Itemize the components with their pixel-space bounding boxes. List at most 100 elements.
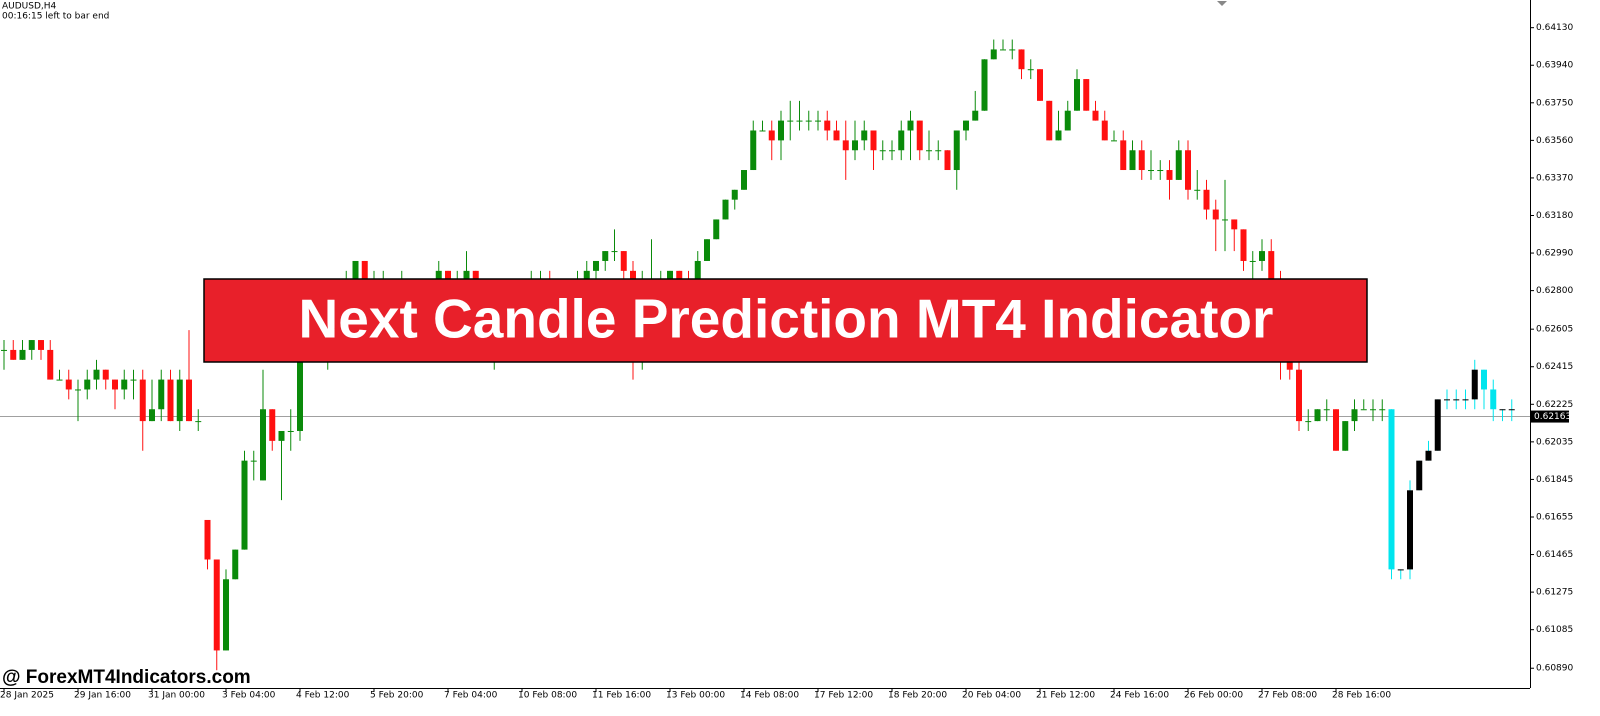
- candle-body: [204, 519, 211, 560]
- x-tick-label: 28 Feb 16:00: [1332, 691, 1391, 701]
- candle-body: [870, 130, 877, 151]
- x-tick-label: 13 Feb 00:00: [666, 691, 725, 701]
- y-tick-label: 0.62605: [1536, 325, 1573, 335]
- prediction-candle-body: [1444, 399, 1450, 401]
- y-tick-label: 0.61085: [1536, 625, 1573, 635]
- x-tick-label: 7 Feb 04:00: [444, 691, 498, 701]
- x-tick-label: 29 Jan 16:00: [74, 691, 131, 701]
- x-tick-label: 21 Feb 12:00: [1036, 691, 1095, 701]
- candle-body: [676, 270, 683, 281]
- candle-body: [926, 150, 932, 152]
- candle-body: [1074, 79, 1080, 111]
- candle-body: [630, 270, 636, 281]
- candle-body: [842, 140, 849, 151]
- candle-body: [620, 251, 627, 271]
- candle-body: [704, 239, 710, 261]
- x-tick-label: 20 Feb 04:00: [962, 691, 1021, 701]
- candle-body: [1046, 100, 1053, 141]
- candle-body: [731, 189, 738, 200]
- candle-body: [944, 150, 951, 171]
- candle-body: [713, 219, 720, 240]
- candle-body: [815, 120, 821, 122]
- y-tick-label: 0.62800: [1536, 286, 1573, 296]
- symbol-label: AUDUSD,H4: [2, 2, 57, 12]
- y-tick-label: 0.60890: [1536, 664, 1573, 674]
- prediction-candle-body: [1397, 569, 1404, 571]
- candle-body: [223, 579, 229, 651]
- candle-body: [824, 120, 831, 131]
- candle-body: [1240, 229, 1247, 261]
- candle-body: [889, 150, 895, 152]
- candle-body: [149, 409, 155, 422]
- candle-body: [1138, 150, 1145, 171]
- candle-body: [112, 379, 118, 390]
- banner-title: Next Candle Prediction MT4 Indicator: [299, 288, 1274, 350]
- prediction-candle-body: [1434, 399, 1441, 451]
- prediction-candle-body: [1425, 450, 1432, 461]
- candle-body: [121, 379, 128, 390]
- y-tick-label: 0.62415: [1536, 362, 1573, 372]
- candle-body: [463, 270, 470, 281]
- candle-body: [287, 430, 294, 432]
- x-tick-label: 18 Feb 20:00: [888, 691, 947, 701]
- candle-body: [1212, 209, 1219, 220]
- candle-body: [28, 340, 35, 350]
- candle-body: [1037, 69, 1043, 101]
- banner: [203, 278, 1368, 363]
- candle-body: [1055, 130, 1062, 141]
- candle-body: [972, 110, 979, 121]
- candle-body: [907, 120, 914, 131]
- candle-body: [84, 379, 91, 390]
- candle-body: [250, 460, 257, 462]
- x-tick-label: 4 Feb 12:00: [296, 691, 350, 701]
- candle-body: [1379, 409, 1386, 411]
- y-tick-label: 0.63180: [1536, 211, 1573, 221]
- candle-body: [1370, 409, 1376, 411]
- candle-body: [1203, 189, 1210, 210]
- prediction-candle-body: [1453, 399, 1460, 401]
- y-tick-label: 0.61465: [1536, 550, 1573, 560]
- candle-body: [1314, 409, 1321, 422]
- candle-body: [1111, 140, 1117, 142]
- candle-body: [593, 260, 599, 271]
- candle-body: [667, 270, 673, 281]
- candle-body: [1120, 140, 1127, 171]
- candle-body: [602, 251, 609, 261]
- candle-body: [879, 150, 886, 152]
- candle-body: [186, 379, 192, 422]
- y-tick-label: 0.62035: [1536, 437, 1573, 447]
- candle-body: [1101, 120, 1108, 141]
- current-price-label: 0.62163: [1534, 412, 1571, 422]
- candle-body: [768, 130, 775, 141]
- candle-body: [47, 349, 54, 380]
- candle-body: [759, 130, 766, 132]
- x-tick-label: 24 Feb 16:00: [1110, 691, 1169, 701]
- candle-body: [852, 140, 858, 151]
- candle-body: [269, 409, 276, 441]
- candle-body: [963, 120, 969, 131]
- candle-body: [361, 260, 368, 281]
- candle-body: [1018, 49, 1025, 70]
- candle-body: [176, 379, 183, 422]
- candle-body: [1342, 421, 1349, 451]
- x-tick-label: 3 Feb 04:00: [222, 691, 276, 701]
- candle-body: [1064, 110, 1071, 131]
- x-tick-label: 10 Feb 08:00: [518, 691, 577, 701]
- candle-body: [213, 559, 220, 651]
- candle-body: [93, 369, 100, 380]
- prediction-candle-body: [1490, 389, 1497, 410]
- candle-body: [935, 150, 942, 152]
- candle-body: [1323, 409, 1330, 411]
- candle-body: [1092, 110, 1099, 121]
- candle-body: [102, 369, 109, 380]
- candle-body: [56, 379, 63, 381]
- candle-body: [1333, 409, 1339, 451]
- candle-body: [1360, 409, 1367, 411]
- candle-body: [139, 379, 146, 422]
- candle-body: [990, 49, 997, 60]
- prediction-candle-body: [1508, 409, 1515, 411]
- x-tick-label: 14 Feb 08:00: [740, 691, 799, 701]
- timer-label: 00:16:15 left to bar end: [2, 12, 109, 22]
